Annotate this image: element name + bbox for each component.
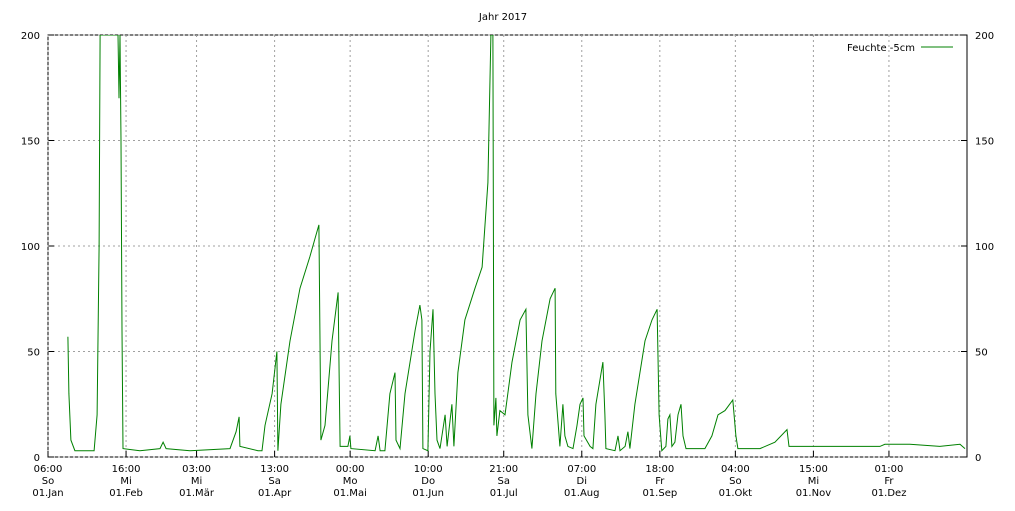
- x-tick-label: Mi: [808, 476, 819, 487]
- x-tick-label: 01.Okt: [719, 488, 753, 499]
- data-line: [67, 35, 966, 452]
- y-tick-label: 200: [21, 31, 40, 42]
- x-tick-label: 01.Jan: [32, 488, 63, 499]
- x-tick-label: 16:00: [112, 464, 141, 475]
- x-tick-label: Fr: [655, 476, 665, 487]
- x-tick-label: 01.Feb: [109, 488, 143, 499]
- x-tick-label: 03:00: [182, 464, 211, 475]
- x-tick-label: 01.Aug: [564, 488, 599, 499]
- y-tick-label: 150: [21, 137, 40, 148]
- x-tick-label: 01.Nov: [796, 488, 832, 499]
- x-tick-label: 01.Mär: [179, 488, 215, 499]
- chart-title: Jahr 2017: [478, 12, 527, 23]
- x-tick-label: 01.Sep: [642, 488, 677, 499]
- x-tick-label: Fr: [884, 476, 894, 487]
- y2-tick-label: 100: [975, 242, 994, 253]
- x-tick-label: 21:00: [489, 464, 518, 475]
- legend-label: Feuchte -5cm: [847, 43, 915, 54]
- x-tick-label: 01.Jun: [412, 488, 444, 499]
- y-tick-label: 0: [34, 453, 40, 464]
- x-tick-label: 06:00: [34, 464, 63, 475]
- x-tick-label: Do: [421, 476, 435, 487]
- x-tick-label: Sa: [268, 476, 280, 487]
- y-tick-label: 50: [27, 348, 40, 359]
- x-tick-label: 04:00: [721, 464, 750, 475]
- x-tick-label: Mo: [343, 476, 358, 487]
- x-tick-label: 13:00: [260, 464, 289, 475]
- x-tick-label: 07:00: [567, 464, 596, 475]
- x-tick-label: 01.Jul: [490, 488, 518, 499]
- x-tick-label: So: [42, 476, 54, 487]
- y2-tick-label: 150: [975, 137, 994, 148]
- y-tick-label: 100: [21, 242, 40, 253]
- x-tick-label: So: [729, 476, 741, 487]
- x-tick-label: 00:00: [336, 464, 365, 475]
- x-tick-label: 01:00: [875, 464, 904, 475]
- x-tick-label: 15:00: [799, 464, 828, 475]
- y2-tick-label: 50: [975, 348, 988, 359]
- x-tick-label: 18:00: [645, 464, 674, 475]
- x-tick-label: 01.Dez: [871, 488, 906, 499]
- x-tick-label: Mi: [191, 476, 202, 487]
- x-tick-label: Mi: [120, 476, 131, 487]
- x-tick-label: 01.Apr: [258, 488, 292, 499]
- y2-tick-label: 200: [975, 31, 994, 42]
- x-tick-label: 10:00: [414, 464, 443, 475]
- x-tick-label: 01.Mai: [333, 488, 366, 499]
- y2-tick-label: 0: [975, 453, 981, 464]
- x-tick-label: Di: [577, 476, 587, 487]
- x-tick-label: Sa: [497, 476, 509, 487]
